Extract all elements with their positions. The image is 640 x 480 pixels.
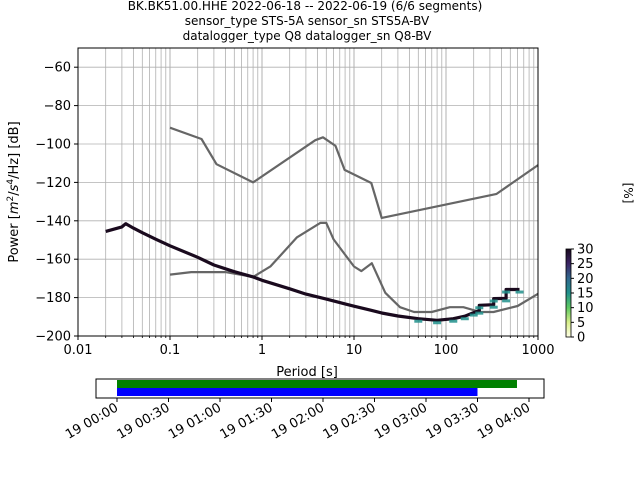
x-tick-label: 1000 [521, 343, 554, 358]
colorbar-tick-label: 10 [577, 301, 594, 316]
plot-frame [77, 47, 539, 337]
y-tick-label: −60 [44, 61, 71, 76]
y-tick-label: −140 [35, 214, 71, 229]
colorbar-tick-label: 20 [577, 272, 594, 287]
timeline-bars [117, 380, 517, 396]
psd-plot-area: −200 −180 −160 −140 −120 −100 −80 −60 0.01 0.1 1 1… [35, 47, 555, 358]
plot-background [78, 48, 538, 336]
psd-density-mark [433, 321, 442, 325]
chart-title-line-3: datalogger_type Q8 datalogger_sn Q8-BV [183, 29, 433, 43]
psd-density-mark [475, 311, 484, 315]
x-axis-label: Period [s] [276, 365, 338, 380]
y-axis-label-sep1: / [7, 191, 22, 196]
y-axis-label: Power [m2/s4/Hz] [dB] [6, 121, 22, 262]
psd-density-mark [502, 299, 511, 303]
chart-title-line-1: BK.BK51.00.HHE 2022-06-18 -- 2022-06-19 … [128, 0, 483, 13]
timeline-tick-label: 19 01:00 [166, 400, 224, 442]
colorbar-tick-label: 5 [577, 316, 585, 331]
psd-density-mark [515, 290, 524, 294]
timeline-bar [117, 388, 478, 396]
y-axis-label-s: s [7, 184, 22, 191]
y-axis-label-prefix: Power [ [7, 214, 22, 263]
y-tick-label: −120 [35, 176, 71, 191]
y-tick-label: −80 [44, 99, 71, 114]
timeline-bar [117, 380, 517, 388]
colorbar-tick-label: 0 [577, 331, 585, 346]
psd-density-mark [449, 319, 458, 323]
timeline-tick-label: 19 02:30 [321, 400, 379, 442]
timeline-tick-label: 19 03:00 [372, 400, 430, 442]
y-tick-label: −180 [35, 291, 71, 306]
noise-model-low-line [169, 221, 539, 314]
psd-mode-line [105, 222, 520, 322]
psd-density-mark [489, 299, 498, 303]
colorbar-tick-label: 30 [577, 243, 594, 258]
series-group [105, 126, 539, 325]
x-tick-label: 1 [258, 343, 266, 358]
y-tick-label: −100 [35, 138, 71, 153]
y-tick-label: −200 [35, 330, 71, 345]
timeline-tick-label: 19 04:00 [475, 400, 533, 442]
y-axis-label-suffix: /Hz] [dB] [7, 121, 22, 179]
y-tick-label: −160 [35, 253, 71, 268]
y-axis-label-s-exp: 4 [6, 179, 16, 185]
timeline-tick-label: 19 01:30 [218, 400, 276, 442]
colorbar-label: [%] [621, 183, 635, 204]
timeline-tick-label: 19 03:30 [424, 400, 482, 442]
x-tick-label: 100 [434, 343, 459, 358]
y-axis-label-m: m [7, 201, 22, 214]
psd-density-mark [414, 319, 423, 323]
psd-density-mark [475, 306, 484, 310]
y-axis-label-m-exp: 2 [6, 196, 16, 202]
colorbar-gradient [565, 248, 572, 338]
colorbar-tick-label: 15 [577, 287, 594, 302]
timeline-tick-label: 19 00:30 [115, 400, 173, 442]
chart-title-line-2: sensor_type STS-5A sensor_sn STS5A-BV [185, 14, 430, 28]
psd-density-mark [460, 317, 469, 321]
x-tick-label: 0.01 [64, 343, 93, 358]
x-axis-ticks: 0.01 0.1 1 10 100 1000 [64, 336, 555, 358]
timeline-tick-label: 19 00:00 [63, 400, 121, 442]
x-tick-label: 0.1 [160, 343, 181, 358]
timeline-tick-label: 19 02:00 [269, 400, 327, 442]
x-tick-label: 10 [346, 343, 363, 358]
colorbar-tick-label: 25 [577, 257, 594, 272]
noise-model-high-line [169, 126, 539, 219]
psd-density-mark [489, 305, 498, 309]
timeline-frame [95, 378, 545, 399]
psd-density-mark [502, 290, 511, 294]
y-axis-ticks: −200 −180 −160 −140 −120 −100 −80 −60 [35, 61, 78, 345]
psd-density-mark [469, 313, 478, 317]
